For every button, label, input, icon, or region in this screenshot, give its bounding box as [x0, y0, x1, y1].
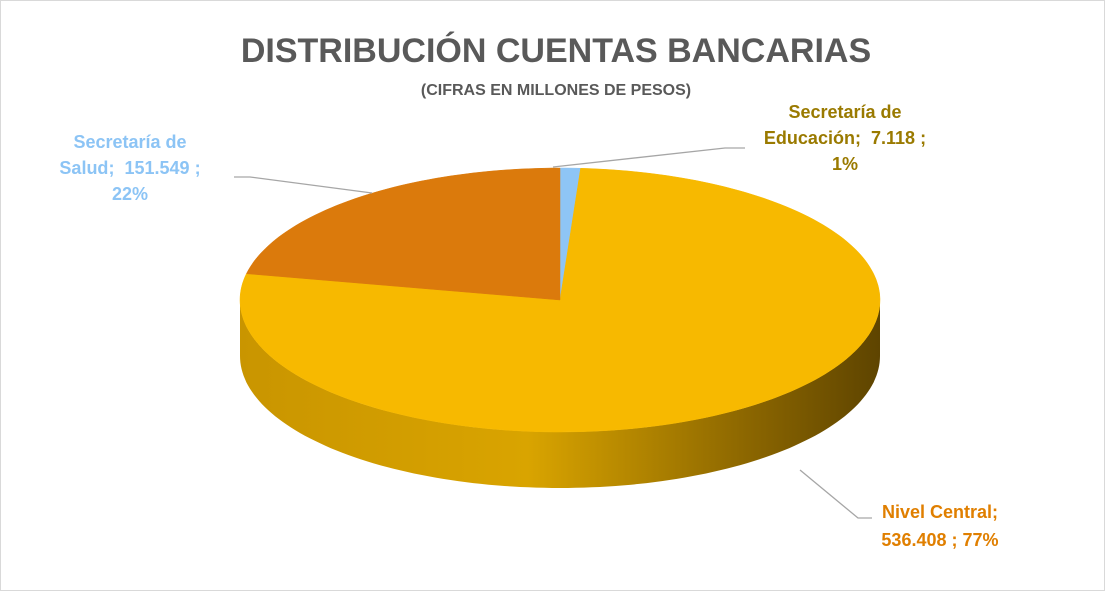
data-label-part: 151.549 [124, 158, 189, 178]
chart-subtitle: (CIFRAS EN MILLONES DE PESOS) [421, 82, 691, 99]
data-label-name-line: Secretaría de [788, 102, 901, 122]
labels: Secretaría de Educación; 7.118 ; 1% Nivel C… [59, 102, 998, 550]
data-label-part: 77% [963, 530, 999, 550]
pie-slice [246, 167, 561, 301]
data-label-part: Nivel Central [882, 502, 992, 522]
chart-title: DISTRIBUCIÓN CUENTAS BANCARIAS [241, 32, 871, 70]
leader-line [552, 147, 745, 168]
leader-line [799, 469, 872, 519]
data-label-part: 22% [112, 184, 148, 204]
data-label-part: 536.408 [881, 530, 946, 550]
data-label-name-line: Salud [59, 158, 108, 178]
data-label-part: ; [855, 128, 861, 148]
data-label-part: ; [195, 158, 201, 178]
data-label-part: ; [992, 502, 998, 522]
data-label-part: 1% [832, 154, 858, 174]
data-label-name-line: Secretaría de [73, 132, 186, 152]
data-label: Secretaría de Salud; 151.549 ; 22% [59, 132, 200, 204]
data-label-name-line: Educación [764, 128, 855, 148]
data-label: Secretaría de Educación; 7.118 ; 1% [764, 102, 926, 174]
data-label-part: ; [952, 530, 958, 550]
pie [239, 167, 881, 488]
leader-line [234, 176, 373, 194]
data-label: Nivel Central; 536.408 ; 77% [881, 502, 998, 550]
data-label-part: 7.118 [871, 128, 915, 148]
pie-side [240, 300, 880, 488]
data-label-part: ; [920, 128, 926, 148]
data-label-part: ; [108, 158, 114, 178]
